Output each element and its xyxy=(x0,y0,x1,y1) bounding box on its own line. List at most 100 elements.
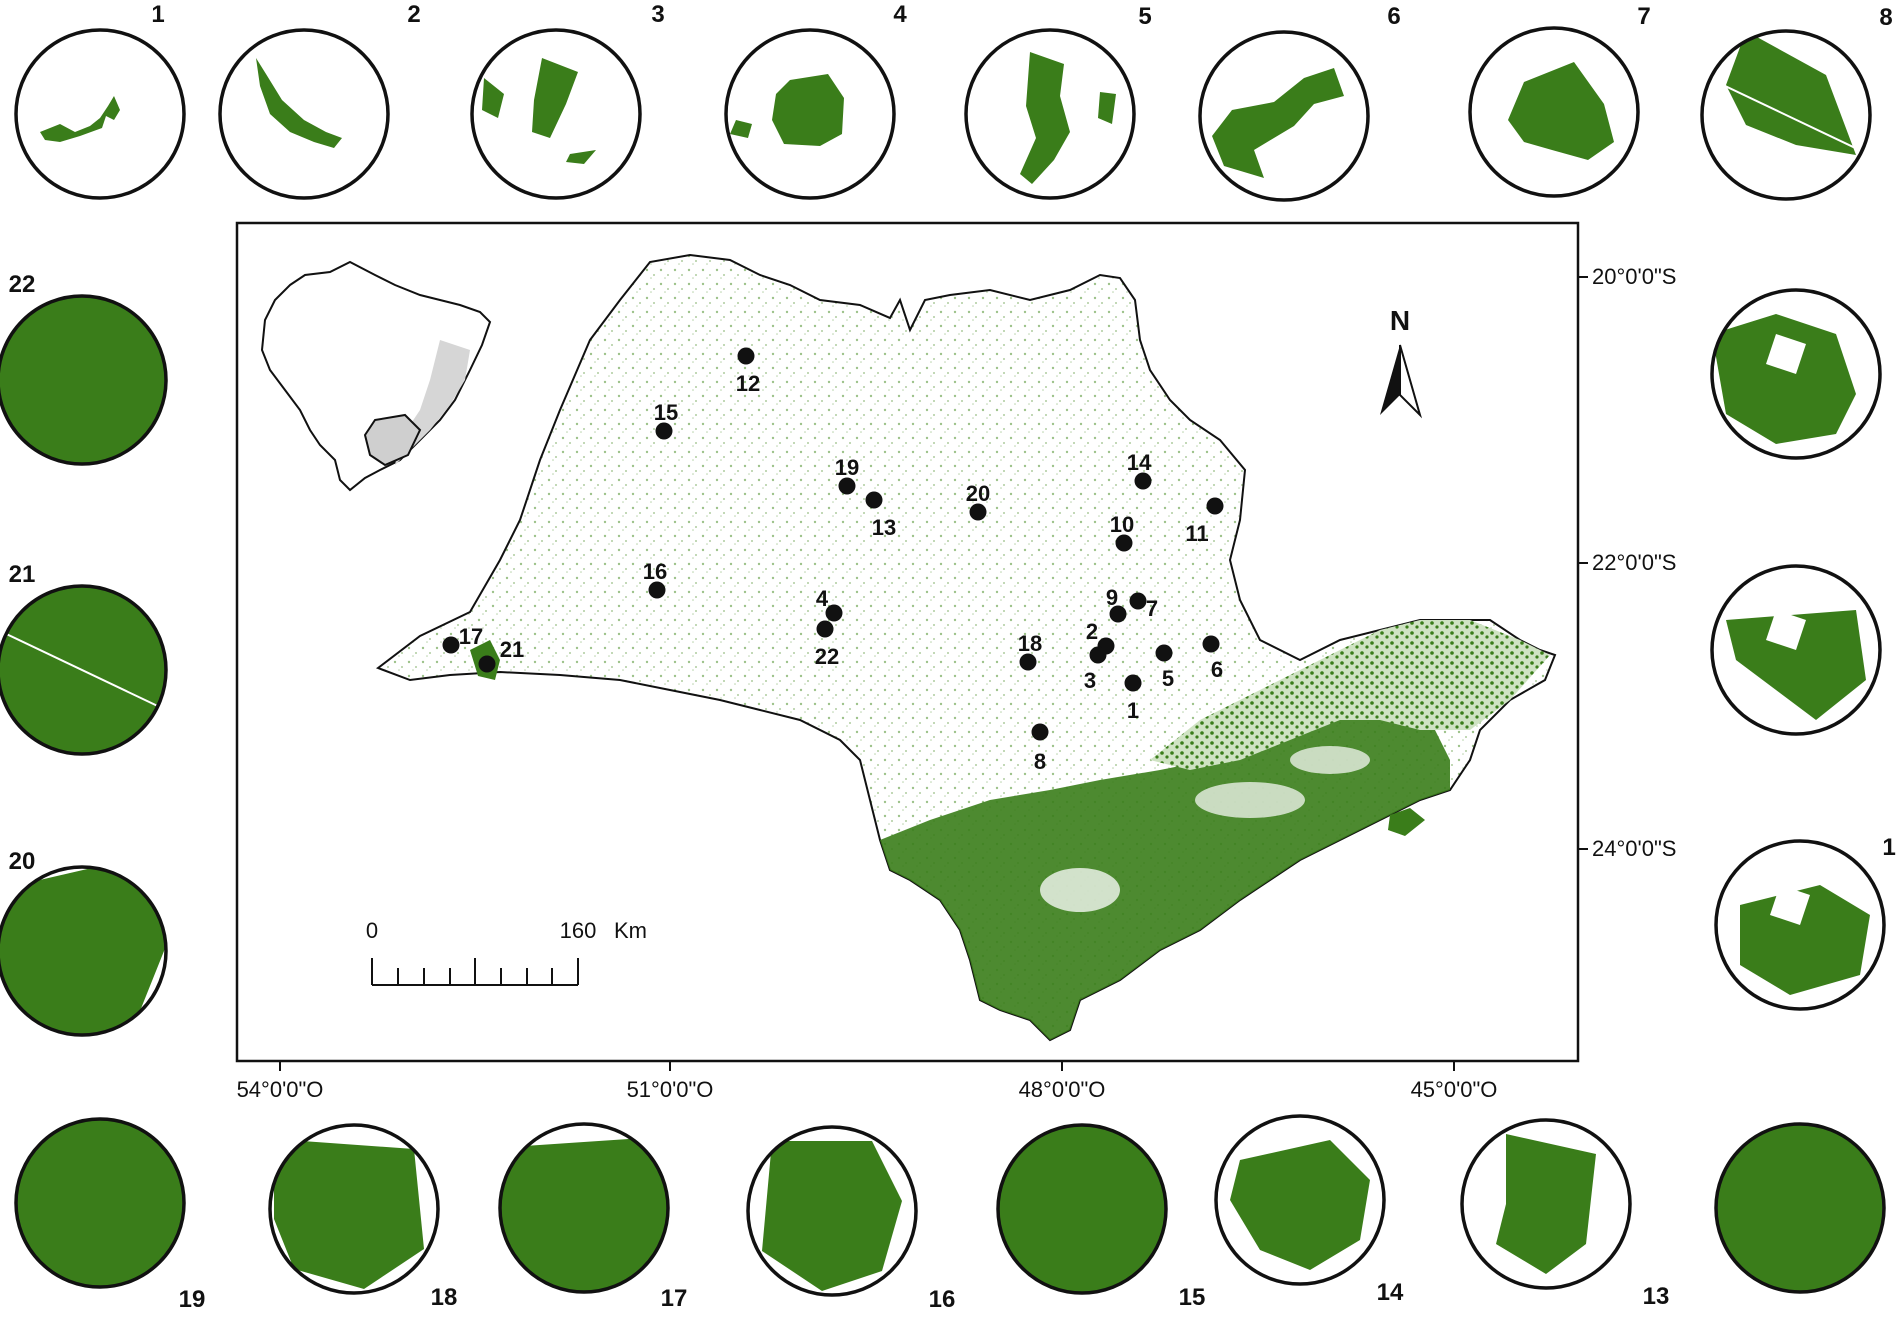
site-marker: 8 xyxy=(1031,723,1049,774)
site-marker: 13 xyxy=(865,491,896,540)
inset-border xyxy=(996,1123,1168,1295)
island xyxy=(1388,808,1425,836)
lat-label-20s: 20°0'0"S xyxy=(1592,264,1676,289)
site-marker: 14 xyxy=(1127,450,1152,490)
inset-circle: 6 xyxy=(1198,3,1401,202)
inset-border xyxy=(14,28,186,200)
site-marker: 17 xyxy=(442,624,483,654)
site-dot xyxy=(816,620,834,638)
inset-label: 16 xyxy=(929,1286,956,1313)
site-dot xyxy=(1134,472,1152,490)
forest-patch xyxy=(730,74,844,146)
site-dot xyxy=(737,347,755,365)
inset-circle: 21 xyxy=(0,561,168,756)
lon-label-45w: 45°0'0"O xyxy=(1411,1077,1498,1102)
lon-label-48w: 48°0'0"O xyxy=(1019,1077,1106,1102)
inset-border xyxy=(470,28,642,200)
site-label: 20 xyxy=(966,481,990,506)
site-label: 6 xyxy=(1211,657,1223,682)
site-dot xyxy=(825,604,843,622)
lon-label-54w: 54°0'0"O xyxy=(237,1077,324,1102)
inset-border xyxy=(1468,26,1640,198)
site-label: 8 xyxy=(1034,749,1046,774)
inset-border xyxy=(14,1117,186,1289)
site-label: 13 xyxy=(872,515,896,540)
inset-border xyxy=(0,294,168,466)
inset-circle: 4 xyxy=(724,1,907,200)
site-label: 3 xyxy=(1084,668,1096,693)
inset-label: 20 xyxy=(9,848,36,875)
site-dot xyxy=(478,655,496,673)
forest-coastal-mix xyxy=(1150,620,1550,770)
inset-circle: 17 xyxy=(498,1122,687,1312)
site-dot xyxy=(865,491,883,509)
inset-border xyxy=(964,28,1136,200)
inset-circle: 3 xyxy=(470,1,665,200)
inset-circle: 7 xyxy=(1468,3,1651,198)
inset-circle: 5 xyxy=(964,3,1152,200)
site-label: 11 xyxy=(1185,521,1208,546)
site-label: 15 xyxy=(654,400,678,425)
forest-patch xyxy=(1212,68,1344,178)
inset-circle: 20 xyxy=(0,848,168,1037)
site-dot xyxy=(1089,646,1107,664)
forest-patch xyxy=(1508,62,1614,160)
site-label: 18 xyxy=(1018,631,1042,656)
site-marker: 10 xyxy=(1110,512,1134,552)
inset-border xyxy=(498,1122,670,1294)
inset-label: 13 xyxy=(1643,1283,1670,1310)
forest-patch xyxy=(1230,1140,1370,1270)
inset-border xyxy=(1700,29,1872,201)
site-label: 19 xyxy=(835,455,859,480)
inset-border xyxy=(724,28,896,200)
site-label: 9 xyxy=(1106,585,1118,610)
inset-circle: 12 xyxy=(1714,1122,1886,1294)
inset-label: 4 xyxy=(893,1,907,28)
site-label: 17 xyxy=(459,624,483,649)
latitude-labels: 20°0'0"S 22°0'0"S 24°0'0"S xyxy=(1578,264,1676,861)
forest-patch xyxy=(1020,52,1116,184)
site-dot xyxy=(1019,653,1037,671)
forest-patch xyxy=(1726,31,1856,155)
site-marker: 4 xyxy=(816,586,843,622)
inset-circle: 22 xyxy=(0,271,168,466)
inset-label: 11 xyxy=(1882,834,1896,861)
site-label: 14 xyxy=(1127,450,1152,475)
inset-label: 6 xyxy=(1387,3,1400,30)
site-label: 4 xyxy=(816,586,829,611)
inset-label: 18 xyxy=(431,1284,458,1311)
site-marker: 19 xyxy=(835,455,859,495)
site-dot xyxy=(1109,605,1127,623)
inset-circle: 16 xyxy=(746,1125,956,1313)
site-marker: 22 xyxy=(815,620,839,669)
site-dot xyxy=(1115,534,1133,552)
site-label: 10 xyxy=(1110,512,1134,537)
inset-label: 7 xyxy=(1637,3,1650,30)
forest-patch xyxy=(1496,1134,1596,1274)
inset-circle: 15 xyxy=(996,1123,1206,1311)
inset-label: 8 xyxy=(1879,4,1892,31)
forest-patch xyxy=(274,1139,424,1289)
lat-label-22s: 22°0'0"S xyxy=(1592,550,1676,575)
inset-border xyxy=(218,28,390,200)
site-marker: 1 xyxy=(1124,674,1142,723)
site-dot xyxy=(1124,674,1142,692)
inset-label: 15 xyxy=(1179,1284,1206,1311)
inset-border xyxy=(1214,1114,1386,1286)
lon-label-51w: 51°0'0"O xyxy=(627,1077,714,1102)
site-marker: 5 xyxy=(1155,644,1174,691)
site-dot xyxy=(655,422,673,440)
site-marker: 16 xyxy=(643,559,667,599)
site-dot xyxy=(1031,723,1049,741)
inset-border xyxy=(746,1125,918,1297)
inset-circle: 2 xyxy=(218,1,421,200)
forest-patch xyxy=(762,1141,902,1291)
site-label: 5 xyxy=(1162,666,1174,691)
inset-border xyxy=(0,865,168,1037)
scale-end: 160 xyxy=(560,918,597,943)
site-dot xyxy=(648,581,666,599)
inset-border xyxy=(1710,564,1882,736)
inset-border xyxy=(0,584,168,756)
